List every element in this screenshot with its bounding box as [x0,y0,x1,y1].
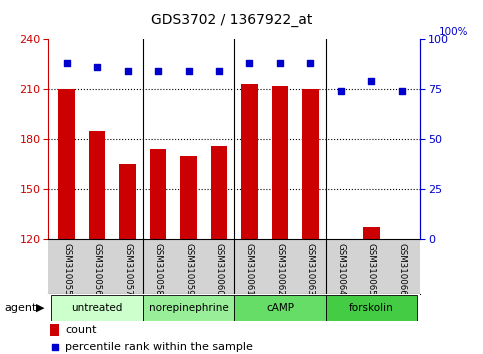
Text: GSM310066: GSM310066 [398,244,406,296]
Point [154,68,162,74]
Text: agent: agent [5,303,37,313]
Bar [119,164,136,239]
Bar [143,295,234,321]
Bar [58,89,75,239]
Text: 100%: 100% [439,27,469,37]
Bar [51,295,143,321]
Point [124,68,131,74]
Text: GSM310064: GSM310064 [337,244,345,296]
Text: untreated: untreated [71,303,123,313]
Text: norepinephrine: norepinephrine [149,303,228,313]
Text: ▶: ▶ [36,303,45,313]
Text: GSM310061: GSM310061 [245,244,254,296]
Text: GSM310060: GSM310060 [214,244,224,296]
Point [368,78,375,84]
Bar [326,295,417,321]
Point [185,68,192,74]
Text: GSM310055: GSM310055 [62,244,71,296]
Text: GSM310056: GSM310056 [93,244,101,296]
Point [276,60,284,66]
Point [63,60,71,66]
Text: GSM310059: GSM310059 [184,244,193,296]
Point [93,64,101,70]
Bar [241,84,258,239]
Text: GSM310063: GSM310063 [306,244,315,296]
Bar [234,295,326,321]
Text: GSM310058: GSM310058 [154,244,163,296]
Text: GSM310062: GSM310062 [275,244,284,296]
Bar [180,156,197,239]
Text: cAMP: cAMP [266,303,294,313]
Text: percentile rank within the sample: percentile rank within the sample [65,342,253,352]
Bar [302,89,319,239]
Text: forskolin: forskolin [349,303,394,313]
Point [398,88,406,94]
Point [51,344,58,350]
Bar [363,227,380,239]
Bar [89,131,105,239]
Point [307,60,314,66]
Bar [211,145,227,239]
Point [246,60,254,66]
Point [215,68,223,74]
Bar [271,86,288,239]
Bar [50,324,59,336]
Text: GSM310065: GSM310065 [367,244,376,296]
Text: GSM310057: GSM310057 [123,244,132,296]
Bar [150,149,167,239]
Text: count: count [65,325,97,335]
Point [337,88,345,94]
Text: GDS3702 / 1367922_at: GDS3702 / 1367922_at [151,12,313,27]
